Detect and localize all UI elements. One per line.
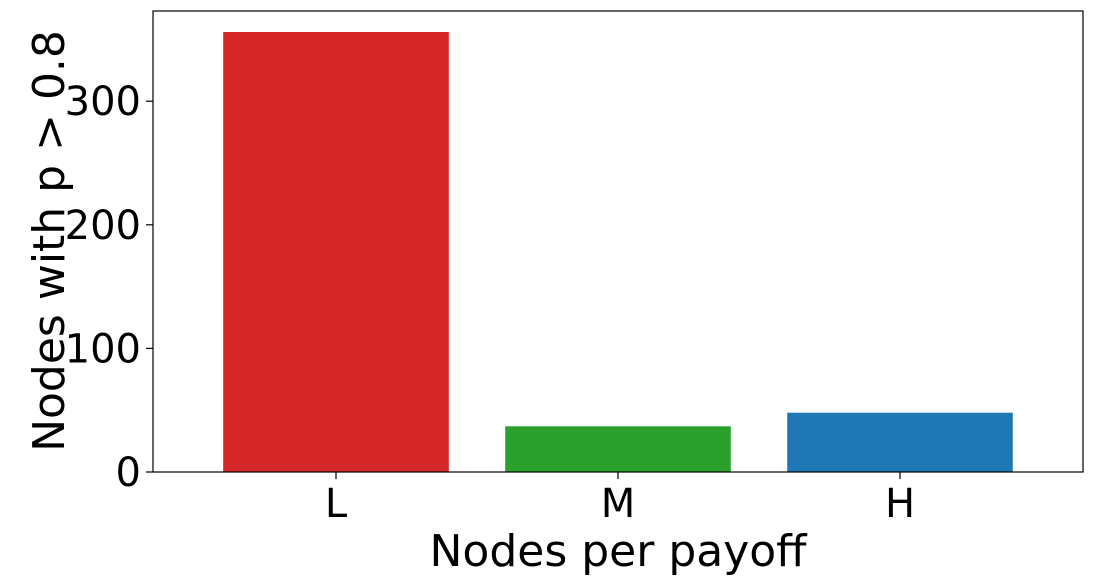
bar-h: [787, 412, 1013, 472]
plot-frame: [152, 10, 1084, 473]
bar-l: [223, 32, 449, 472]
x-tick-label-m: M: [601, 481, 636, 527]
y-tick-label-100: 100: [65, 326, 141, 372]
bar-m: [505, 426, 731, 472]
y-tick-label-0: 0: [116, 450, 141, 496]
x-tick-label-l: L: [325, 481, 348, 527]
x-axis-label: Nodes per payoff: [430, 526, 809, 577]
y-axis-ticks: 0 100 200 300: [65, 79, 153, 496]
y-tick-label-200: 200: [65, 203, 141, 249]
x-tick-label-h: H: [885, 481, 915, 527]
y-axis-label: Nodes with p > 0.8: [24, 30, 75, 452]
y-tick-label-300: 300: [65, 79, 141, 125]
bars-group: [223, 32, 1013, 472]
